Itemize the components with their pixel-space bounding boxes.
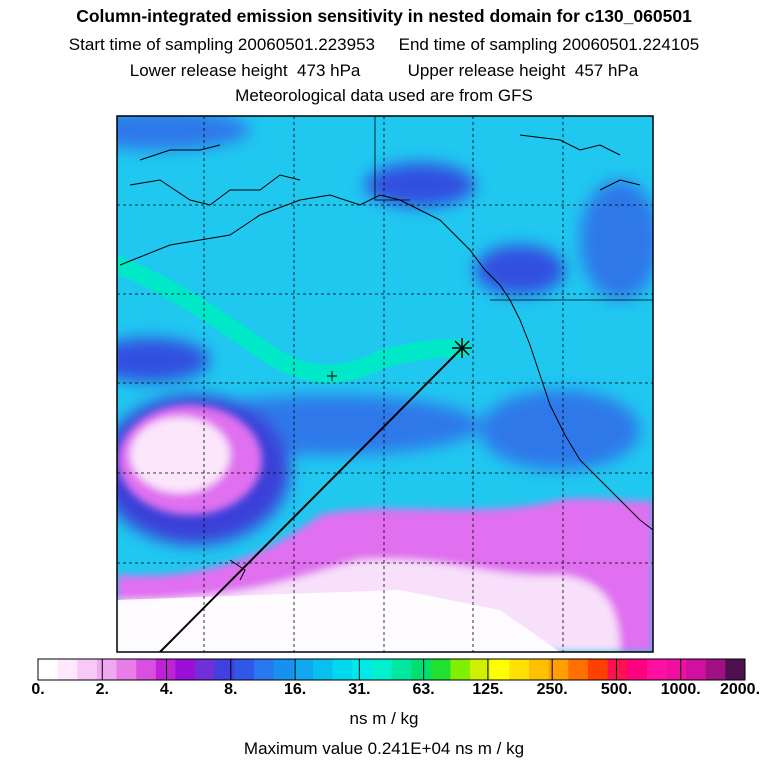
- colorbar-cell: [77, 659, 98, 680]
- colorbar-tick-label: 4.: [159, 681, 174, 698]
- colorbar-cell: [470, 659, 491, 680]
- colorbar-cell: [411, 659, 432, 680]
- colorbar-tick-label: 250.: [536, 681, 568, 698]
- colorbar-tick-label: 500.: [600, 681, 633, 698]
- colorbar-cell: [273, 659, 294, 680]
- colorbar-cell: [627, 659, 648, 680]
- colorbar-tick-label: 0.: [31, 681, 45, 698]
- colorbar-cell: [489, 659, 510, 680]
- max-value-label: Maximum value 0.241E+04 ns m / kg: [243, 739, 525, 758]
- met-data-label: Meteorological data used are from GFS: [235, 86, 533, 105]
- plume-marker: [327, 371, 337, 381]
- coastlines: [119, 134, 653, 581]
- colorbar-cell: [686, 659, 707, 680]
- colorbar-tick-label: 63.: [412, 681, 435, 698]
- colorbar-unit: ns m / kg: [349, 709, 419, 728]
- borders: [374, 116, 653, 301]
- colorbar-cell: [136, 659, 157, 680]
- colorbar-cell: [646, 659, 667, 680]
- start-time-label: Start time of sampling 20060501.223953: [68, 35, 376, 54]
- colorbar-tick-label: 125.: [472, 681, 504, 698]
- colorbar: [37, 658, 746, 681]
- colorbar-cell: [332, 659, 353, 680]
- map-frame: [116, 115, 654, 653]
- colorbar-cell: [666, 659, 687, 680]
- colorbar-cell: [38, 659, 59, 680]
- colorbar-cell: [57, 659, 78, 680]
- sampling-times: Start time of sampling 20060501.223953 E…: [0, 35, 768, 55]
- colorbar-cell: [568, 659, 589, 680]
- release-marker: [452, 338, 472, 358]
- colorbar-cell: [312, 659, 334, 680]
- colorbar-cell: [548, 659, 569, 680]
- colorbar-tick-label: 2000.: [719, 681, 761, 698]
- colorbar-tick-label: 31.: [348, 681, 371, 698]
- clear-region: [117, 590, 560, 652]
- upper-height-label: Upper release height 457 hPa: [407, 61, 639, 80]
- colorbar-cell: [155, 659, 176, 680]
- colorbar-cell: [391, 659, 412, 680]
- colorbar-tick-label: 8.: [224, 681, 238, 698]
- map-title: Column-integrated emission sensitivity i…: [76, 6, 692, 26]
- colorbar-cell: [234, 659, 255, 680]
- end-time-label: End time of sampling 20060501.224105: [398, 35, 700, 54]
- flight-track: [159, 347, 463, 652]
- colorbar-cell: [430, 659, 451, 680]
- release-heights: Lower release height 473 hPa Upper relea…: [0, 61, 768, 81]
- grid-lines: [117, 116, 653, 652]
- colorbar-tick-label: 1000.: [660, 681, 701, 698]
- colorbar-tick-label: 16.: [283, 681, 307, 698]
- colorbar-cell: [587, 659, 609, 680]
- colorbar-cell: [254, 659, 275, 680]
- colorbar-cell: [725, 659, 746, 680]
- colorbar-cell: [214, 659, 235, 680]
- colorbar-cell: [371, 659, 392, 680]
- plume: [117, 256, 471, 374]
- colorbar-cell: [195, 659, 216, 680]
- colorbar-tick-label: 2.: [95, 681, 109, 698]
- colorbar-cell: [450, 659, 471, 680]
- colorbar-cell: [175, 659, 196, 680]
- colorbar-cell: [116, 659, 137, 680]
- colorbar-cell: [528, 659, 550, 680]
- map-field: [117, 116, 653, 652]
- lower-height-label: Lower release height 473 hPa: [129, 61, 361, 80]
- colorbar-cell: [352, 659, 373, 680]
- colorbar-cell: [96, 659, 118, 680]
- colorbar-cell: [293, 659, 314, 680]
- colorbar-cell: [509, 659, 530, 680]
- colorbar-cell: [607, 659, 628, 680]
- colorbar-cell: [705, 659, 726, 680]
